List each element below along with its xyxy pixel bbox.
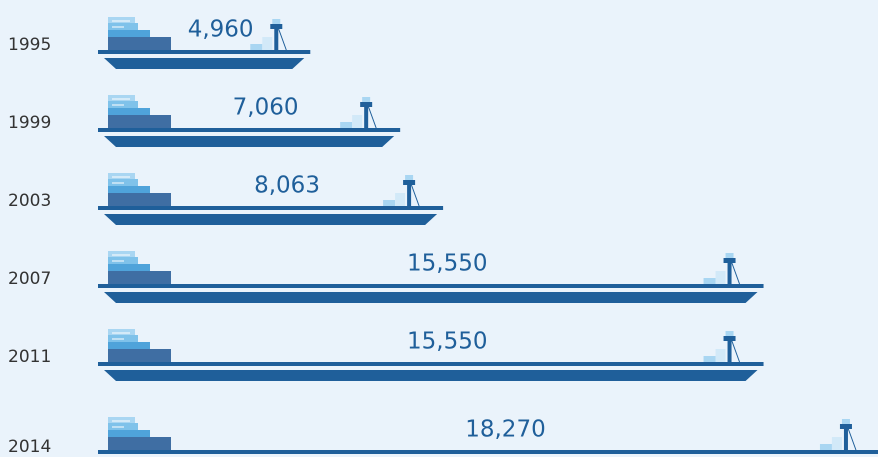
bridge — [362, 97, 370, 102]
container — [108, 115, 171, 128]
bridge — [262, 37, 272, 50]
bridge — [842, 419, 850, 424]
bridge — [840, 424, 852, 429]
bridge — [360, 102, 372, 107]
container — [108, 264, 150, 271]
bridge — [383, 200, 395, 206]
container — [108, 437, 171, 450]
bridge — [272, 19, 280, 24]
ship-hull — [98, 50, 310, 69]
bridge — [403, 180, 415, 185]
ship-hull — [98, 284, 764, 303]
bridge — [724, 336, 736, 341]
bridge — [726, 331, 734, 336]
container — [108, 417, 135, 423]
bridge — [716, 271, 726, 284]
ship-hull — [98, 450, 878, 457]
y-tick-label: 2003 — [8, 191, 51, 211]
bridge — [832, 437, 842, 450]
container — [108, 173, 135, 179]
value-label: 7,060 — [233, 95, 299, 121]
y-tick-label: 2007 — [8, 269, 51, 289]
value-label: 15,550 — [407, 251, 487, 277]
container — [108, 108, 150, 115]
bridge — [726, 253, 734, 258]
y-tick-label: 1999 — [8, 113, 51, 133]
container — [108, 329, 135, 335]
stay — [848, 428, 856, 450]
container — [108, 193, 171, 206]
value-label: 18,270 — [465, 417, 545, 443]
bridge — [395, 193, 405, 206]
container — [108, 342, 150, 349]
container — [108, 186, 150, 193]
bridge — [340, 122, 352, 128]
bridge — [724, 258, 736, 263]
container — [108, 271, 171, 284]
page: {"chart_data": {"type": "bar", "orientat… — [0, 0, 878, 457]
y-tick-label: 2011 — [8, 347, 51, 367]
container — [108, 17, 135, 23]
container — [108, 430, 150, 437]
chart: 1995 4,960 1999 7,060 2003 8,063 2007 15,550 201… — [0, 0, 878, 457]
stay — [732, 340, 740, 362]
y-tick-label: 2014 — [8, 437, 51, 457]
y-tick-label: 1995 — [8, 35, 51, 55]
container — [108, 95, 135, 101]
stay — [278, 28, 286, 50]
stay — [411, 184, 419, 206]
bridge — [270, 24, 282, 29]
stay — [368, 106, 376, 128]
bridge — [704, 356, 716, 362]
value-label: 8,063 — [254, 173, 320, 199]
ship-hull — [98, 362, 764, 381]
bridge — [405, 175, 413, 180]
value-label: 4,960 — [188, 17, 254, 43]
container — [108, 251, 135, 257]
container — [108, 30, 150, 37]
bridge — [250, 44, 262, 50]
stay — [732, 262, 740, 284]
value-label: 15,550 — [407, 329, 487, 355]
ship-hull — [98, 128, 400, 147]
bridge — [704, 278, 716, 284]
container — [108, 349, 171, 362]
bridge — [352, 115, 362, 128]
ship-hull — [98, 206, 443, 225]
container — [108, 37, 171, 50]
bridge — [820, 444, 832, 450]
bridge — [716, 349, 726, 362]
